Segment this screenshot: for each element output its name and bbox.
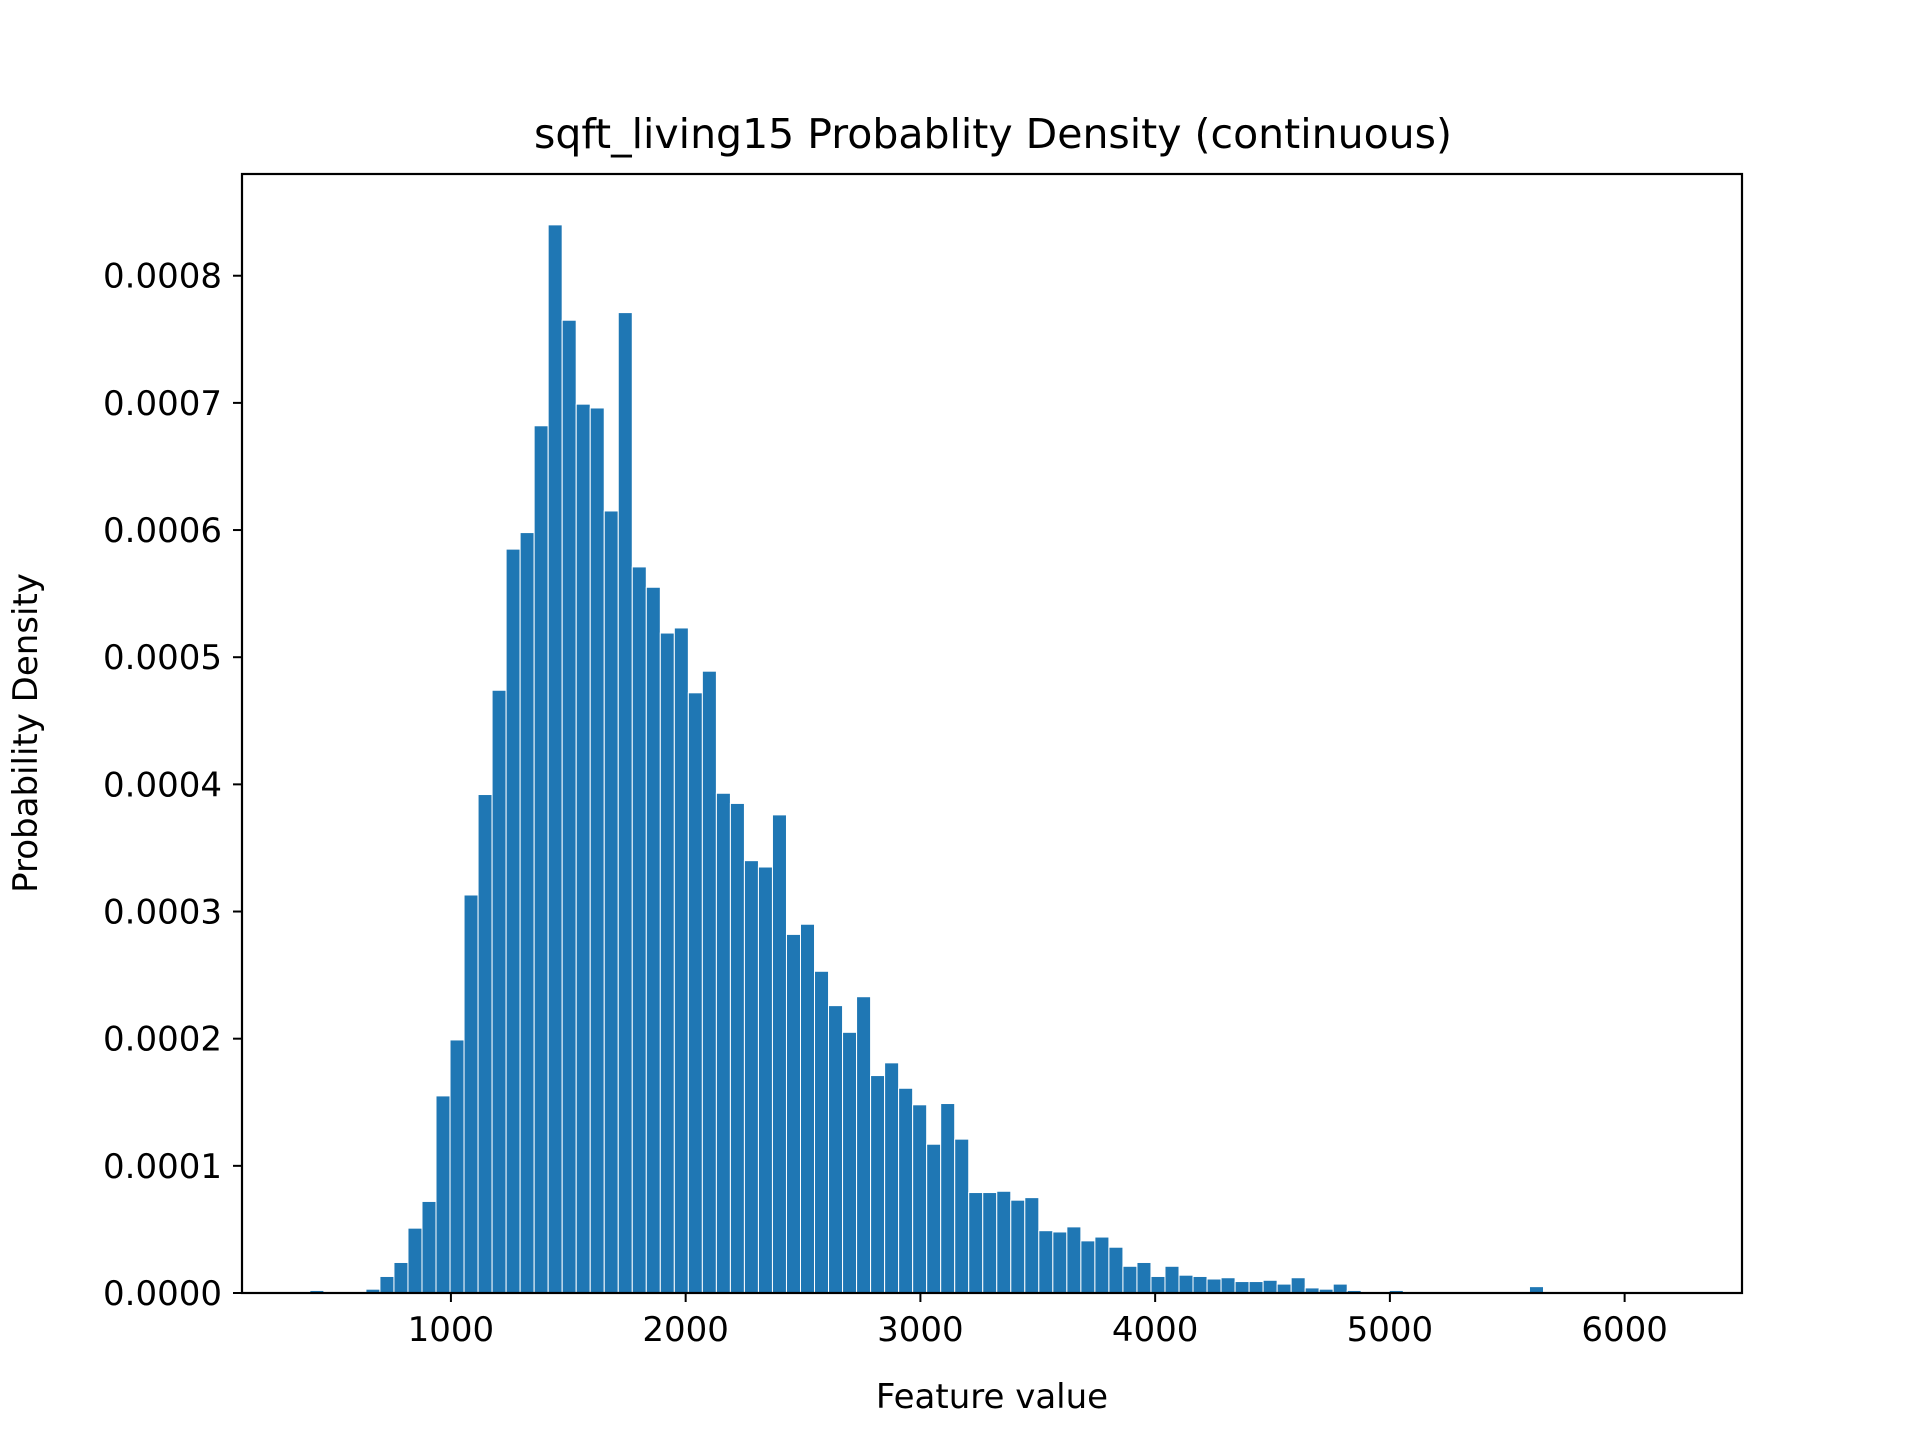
- x-tick-label: 3000: [877, 1310, 964, 1350]
- histogram-bar: [842, 1031, 858, 1294]
- histogram-bar: [701, 670, 717, 1294]
- histogram-bar: [1108, 1246, 1124, 1294]
- histogram-bar: [603, 510, 619, 1294]
- histogram-bar: [435, 1095, 451, 1294]
- histogram-bar: [982, 1192, 998, 1294]
- histogram-bar: [715, 792, 731, 1294]
- x-tick-label: 6000: [1581, 1310, 1668, 1350]
- histogram-bar: [1178, 1274, 1194, 1294]
- histogram-bar: [743, 860, 759, 1294]
- histogram-bar: [631, 566, 647, 1294]
- histogram-bar: [1038, 1230, 1054, 1294]
- histogram-bar: [940, 1103, 956, 1294]
- histogram-bar: [898, 1087, 914, 1294]
- histogram-bar: [393, 1261, 409, 1294]
- histogram-bar: [379, 1275, 395, 1294]
- histogram-bar: [421, 1200, 437, 1294]
- histogram-bar: [1206, 1278, 1222, 1294]
- histogram-bar: [785, 933, 801, 1294]
- histogram-bar: [1290, 1277, 1306, 1294]
- histogram-bar: [1010, 1199, 1026, 1294]
- histogram-bar: [1332, 1283, 1348, 1294]
- y-axis-ticks: 0.0000 0.0001 0.0002 0.0003 0.0004 0.0005 0.00…: [103, 257, 242, 1314]
- histogram-bar: [757, 866, 773, 1294]
- histogram-bar: [814, 970, 830, 1294]
- histogram-bar: [1248, 1281, 1264, 1294]
- y-tick-label: 0.0000: [103, 1274, 222, 1314]
- histogram-bar: [645, 586, 661, 1294]
- y-axis-label: Probability Density: [6, 573, 46, 893]
- histogram-bar: [1052, 1231, 1068, 1294]
- histogram-bar: [547, 224, 563, 1294]
- x-axis-label: Feature value: [876, 1377, 1108, 1417]
- histogram-bar: [1094, 1236, 1110, 1294]
- plot-frame: [240, 172, 1744, 1295]
- histogram-bar: [771, 814, 787, 1294]
- histogram-bar: [1276, 1283, 1292, 1294]
- histogram-bar: [1024, 1197, 1040, 1294]
- x-tick-label: 1000: [408, 1310, 495, 1350]
- x-tick-label: 2000: [642, 1310, 729, 1350]
- histogram-bar: [491, 689, 507, 1294]
- histogram-bar: [589, 407, 605, 1294]
- histogram-bar: [659, 632, 675, 1294]
- histogram-bar: [533, 425, 549, 1294]
- y-tick-label: 0.0001: [103, 1147, 222, 1187]
- x-axis-ticks: 1000 2000 3000 4000 5000 6000: [408, 1293, 1668, 1350]
- histogram-bar: [856, 996, 872, 1294]
- histogram-bar: [519, 532, 535, 1294]
- x-tick-label: 5000: [1347, 1310, 1434, 1350]
- histogram-bar: [1150, 1275, 1166, 1294]
- histogram-bar: [1220, 1277, 1236, 1294]
- histogram-bar: [477, 794, 493, 1294]
- y-tick-label: 0.0002: [103, 1020, 222, 1060]
- histogram-bar: [463, 894, 479, 1294]
- histogram-bar: [1080, 1240, 1096, 1294]
- histogram-bar: [505, 548, 521, 1294]
- histogram-bar: [449, 1039, 465, 1294]
- histogram-bar: [407, 1227, 423, 1294]
- histogram-bar: [799, 923, 816, 1294]
- histogram-bar: [687, 692, 703, 1294]
- histogram-bar: [729, 802, 745, 1294]
- y-tick-label: 0.0005: [103, 638, 222, 678]
- histogram-bar: [673, 627, 689, 1294]
- histogram-bar: [1122, 1265, 1138, 1294]
- histogram-bar: [1234, 1281, 1250, 1294]
- histogram-bars: [309, 224, 1544, 1294]
- y-tick-label: 0.0006: [103, 511, 222, 551]
- histogram-bar: [828, 1005, 844, 1294]
- x-tick-label: 4000: [1112, 1310, 1199, 1350]
- histogram-bar: [1136, 1261, 1152, 1294]
- histogram-bar: [870, 1075, 886, 1294]
- histogram-bar: [926, 1143, 942, 1294]
- histogram-bar: [1164, 1265, 1180, 1294]
- histogram-bar: [617, 312, 633, 1294]
- y-tick-label: 0.0008: [103, 257, 222, 297]
- histogram-bar: [884, 1062, 900, 1294]
- histogram-bar: [561, 319, 577, 1294]
- histogram-bar: [968, 1192, 984, 1294]
- histogram-bar: [912, 1104, 928, 1294]
- y-tick-label: 0.0003: [103, 893, 222, 933]
- histogram-bar: [1066, 1226, 1082, 1294]
- histogram-bar: [996, 1190, 1012, 1294]
- histogram-bar: [575, 403, 591, 1294]
- histogram-bar: [1192, 1275, 1208, 1294]
- histogram-bar: [954, 1138, 970, 1294]
- y-tick-label: 0.0007: [103, 384, 222, 424]
- histogram-bar: [1262, 1279, 1278, 1294]
- y-tick-label: 0.0004: [103, 765, 222, 805]
- chart-title: sqft_living15 Probablity Density (contin…: [534, 110, 1452, 158]
